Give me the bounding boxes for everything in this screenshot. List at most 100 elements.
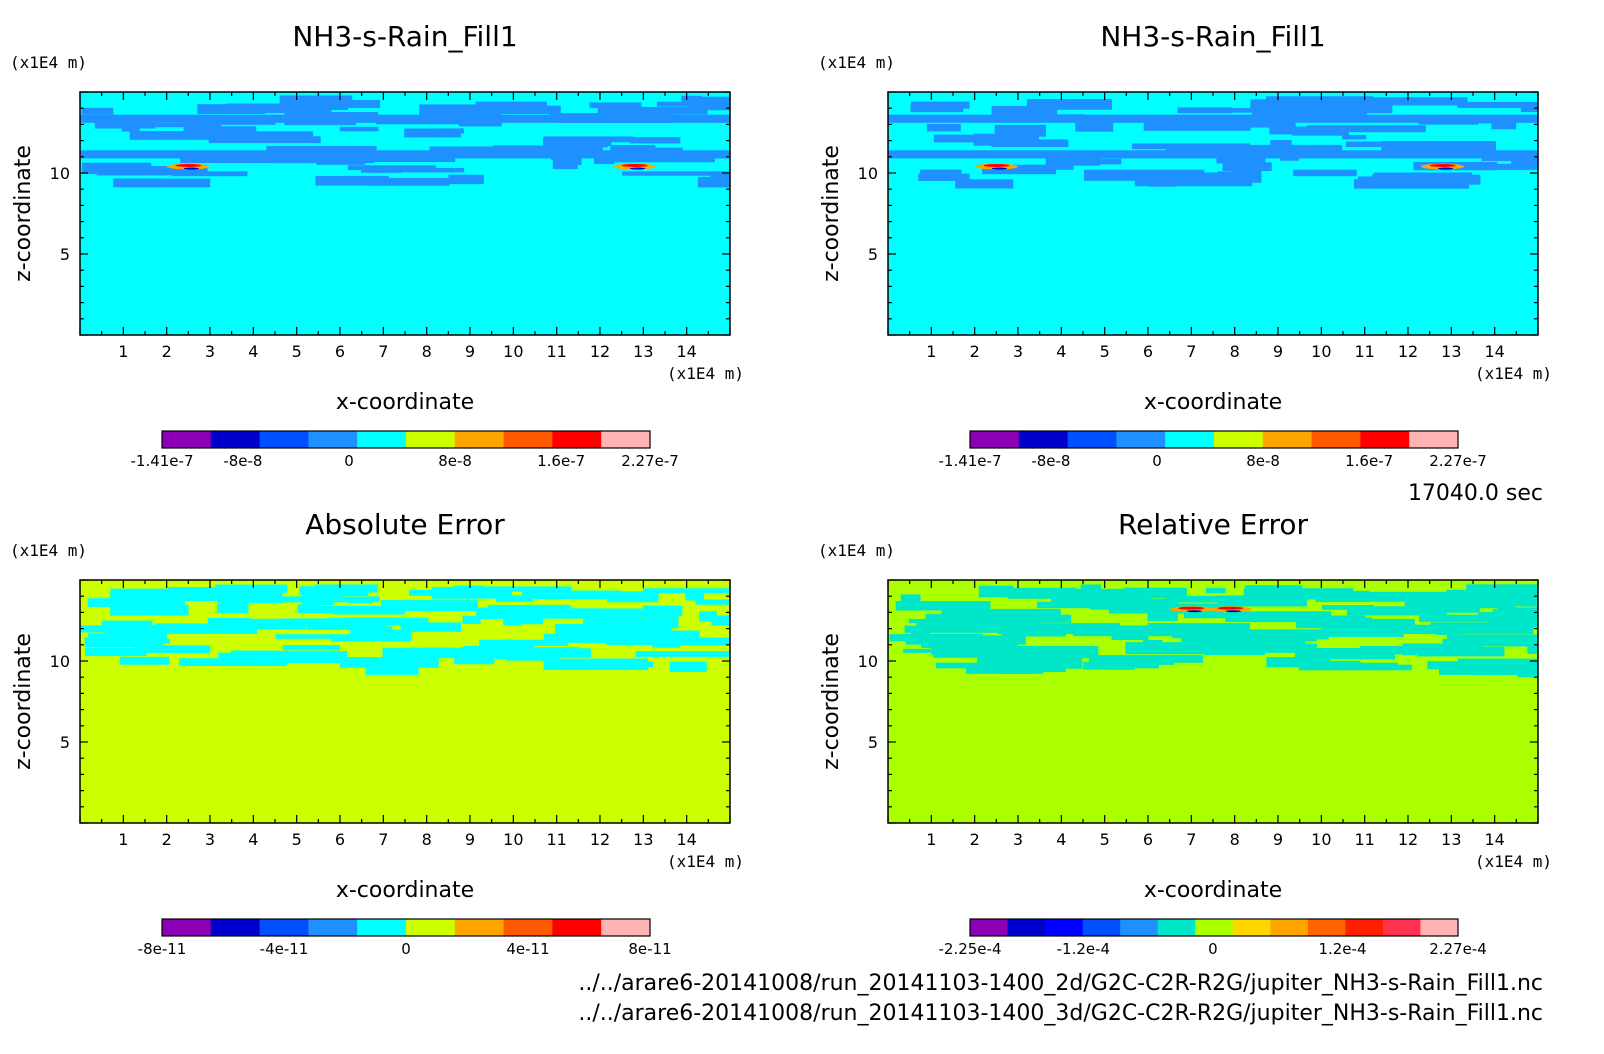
contour-band (908, 618, 984, 624)
contour-band (1354, 179, 1469, 189)
contour-band (1417, 646, 1505, 657)
contour-band (282, 645, 341, 651)
contour-band (597, 106, 708, 115)
contour-band (973, 133, 1013, 146)
x-tick-label: 7 (1186, 830, 1196, 849)
x-tick-label: 7 (378, 342, 388, 361)
contour-band (1045, 158, 1101, 166)
colorbar-label: 2.27e-4 (1429, 940, 1487, 958)
y-axis-label: z-coordinate (819, 145, 844, 282)
x-tick-label: 14 (676, 830, 696, 849)
x-tick-label: 10 (1311, 342, 1331, 361)
x-tick-label: 2 (162, 830, 172, 849)
colorbar-label: -1.41e-7 (131, 452, 194, 470)
x-tick-label: 12 (590, 342, 610, 361)
contour-band (1206, 587, 1226, 594)
x-tick-label: 13 (1441, 342, 1461, 361)
colorbar-swatch (406, 431, 456, 448)
contour-band (955, 179, 1014, 189)
contour-band (1143, 120, 1251, 131)
y-tick-label: 5 (60, 245, 70, 264)
contour-band (1222, 162, 1272, 172)
contour-band (87, 598, 186, 607)
contour-band (1370, 624, 1459, 634)
x-axis-label: x-coordinate (336, 390, 474, 415)
x-axis-label: x-coordinate (1144, 878, 1282, 903)
hotspot (983, 164, 1010, 167)
panel-4: Relative Error(x1E4 m)1 2 3 4 5 6 7 8 9 10 11 12 13 1… (818, 508, 1552, 958)
contour-band (1232, 167, 1262, 175)
colorbar-label: 0 (1208, 940, 1218, 958)
colorbar-swatch (503, 431, 553, 448)
x-tick-label: 1 (118, 342, 128, 361)
colorbar-swatch (1409, 431, 1459, 448)
y-unit-label: (x1E4 m) (818, 53, 895, 72)
contour-band (1094, 658, 1158, 668)
contour-band (1250, 99, 1285, 112)
colorbar-label: 4e-11 (506, 940, 549, 958)
contour-band (80, 150, 730, 159)
contour-band (635, 651, 730, 657)
colorbar-label: -8e-8 (1031, 452, 1070, 470)
contour-band (941, 635, 1026, 645)
contour-band (1338, 591, 1450, 602)
contour-band (697, 176, 730, 188)
contour-band (1075, 122, 1114, 132)
contour-band (622, 171, 730, 176)
contour-band (900, 594, 921, 606)
contour-band (236, 131, 314, 141)
contour-band (210, 105, 239, 112)
contour-band (888, 114, 1538, 123)
colorbar-swatch (1067, 431, 1117, 448)
contour-band (595, 156, 715, 163)
x-tick-label: 3 (205, 830, 215, 849)
contour-band (561, 139, 612, 147)
colorbar-swatch (454, 431, 505, 448)
x-tick-label: 4 (1056, 830, 1066, 849)
x-tick-label: 13 (633, 342, 653, 361)
contour-band (1491, 122, 1517, 130)
contour-band (218, 652, 261, 660)
contour-band (726, 637, 730, 644)
contour-band (1149, 175, 1177, 187)
colorbar-swatch (357, 431, 407, 448)
contour-band (297, 100, 381, 108)
colorbar-swatch (259, 431, 309, 448)
colorbar-swatch (1270, 919, 1309, 936)
colorbar-label: -1.41e-7 (939, 452, 1002, 470)
contour-band (1442, 638, 1499, 646)
colorbar-swatch (1018, 431, 1069, 448)
contour-band (978, 585, 1013, 598)
contour-band (560, 638, 654, 643)
colorbar-label: 0 (1152, 452, 1162, 470)
colorbar-label: 8e-8 (438, 452, 472, 470)
colorbar-swatch (1082, 919, 1121, 936)
contour-band (96, 166, 208, 176)
colorbar-swatch (1195, 919, 1234, 936)
x-tick-label: 11 (546, 342, 566, 361)
x-tick-label: 8 (1230, 342, 1240, 361)
contour-band (593, 156, 615, 164)
contour-band (1282, 629, 1404, 637)
contour-band (495, 595, 533, 603)
contour-band (1147, 623, 1251, 632)
colorbar-swatch (1360, 431, 1410, 448)
x-tick-label: 14 (676, 342, 696, 361)
contour-band (1076, 158, 1122, 165)
panel-title: NH3-s-Rain_Fill1 (292, 20, 517, 53)
contour-band (299, 586, 337, 595)
panel-title: Absolute Error (305, 508, 505, 541)
contour-band (1527, 645, 1538, 654)
contour-band (134, 645, 211, 653)
contour-band (110, 604, 189, 616)
contour-band (1293, 169, 1357, 177)
colorbar-frame (969, 430, 1459, 449)
contour-band (1147, 611, 1178, 622)
contour-band (1348, 620, 1399, 628)
contour-band (1007, 587, 1077, 599)
contour-band (1418, 614, 1511, 622)
contour-band (681, 95, 702, 107)
contour-band (183, 126, 257, 138)
contour-band (101, 620, 153, 627)
panel-2: NH3-s-Rain_Fill1(x1E4 m)1 2 3 4 5 6 7 8 9 10 11 12 1… (818, 20, 1552, 470)
